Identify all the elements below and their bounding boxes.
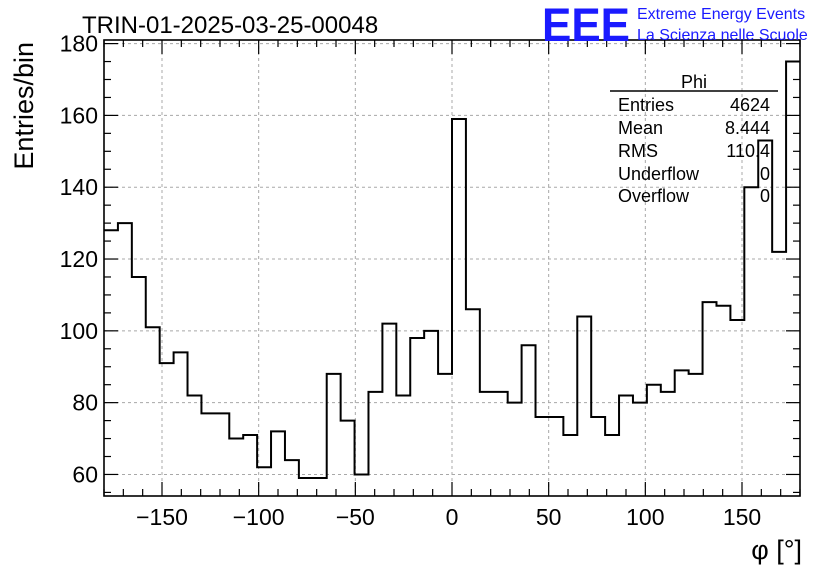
histogram-bin — [647, 385, 661, 496]
histogram-bin — [174, 352, 188, 496]
x-tick-label: 100 — [626, 504, 664, 530]
histogram-bin — [480, 392, 494, 496]
histogram-bin — [382, 324, 396, 496]
histogram-bin — [438, 374, 452, 496]
y-tick-label: 100 — [60, 318, 98, 344]
y-tick-label: 120 — [60, 246, 98, 272]
histogram-bin — [549, 417, 563, 496]
histogram-bin — [146, 327, 160, 496]
histogram-bin — [118, 223, 132, 496]
histogram-bin — [355, 474, 369, 496]
y-axis-title: Entries/bin — [9, 42, 39, 170]
x-tick-label: 50 — [536, 504, 562, 530]
eee-logo: EEE Extreme Energy Events La Scienza nel… — [542, 0, 808, 51]
x-axis-title: φ [°] — [751, 535, 802, 565]
histogram-bin — [341, 421, 355, 496]
histogram-bin — [396, 395, 410, 496]
histogram-bin — [410, 338, 424, 496]
logo-mark: EEE — [542, 0, 630, 51]
histogram-bin — [591, 417, 605, 496]
histogram-bin — [313, 478, 327, 496]
stats-rms-value: 110.4 — [726, 141, 770, 161]
histogram-bin — [201, 413, 215, 496]
logo-line-1: Extreme Energy Events — [637, 6, 805, 23]
stats-mean-value: 8.444 — [725, 118, 770, 138]
x-tick-label: −100 — [233, 504, 285, 530]
histogram-bin — [327, 374, 341, 496]
x-tick-label: 150 — [723, 504, 761, 530]
histogram-bin — [689, 374, 703, 496]
x-tick-label: −150 — [136, 504, 188, 530]
histogram-bin — [494, 392, 508, 496]
histogram-bin — [243, 435, 257, 496]
histogram-bin — [299, 478, 313, 496]
stats-entries-value: 4624 — [730, 95, 770, 115]
histogram-bin — [744, 187, 758, 496]
histogram-bin — [772, 252, 786, 496]
histogram-bin — [675, 370, 689, 496]
stats-mean-label: Mean — [618, 118, 663, 138]
histogram-bin — [132, 277, 146, 496]
histogram-bin — [786, 62, 800, 496]
stats-overflow-label: Overflow — [618, 186, 690, 206]
stats-rms-label: RMS — [618, 141, 658, 161]
y-tick-label: 80 — [72, 390, 98, 416]
stats-box: Phi Entries 4624 Mean 8.444 RMS 110.4 Un… — [610, 72, 778, 206]
y-tick-label: 140 — [60, 174, 98, 200]
stats-entries-label: Entries — [618, 95, 674, 115]
histogram-bin — [271, 431, 285, 496]
histogram-bin — [368, 392, 382, 496]
stats-underflow-value: 0 — [760, 164, 770, 184]
chart-title: TRIN-01-2025-03-25-00048 — [82, 12, 378, 39]
histogram-bin — [424, 331, 438, 496]
histogram-bin — [661, 392, 675, 496]
histogram-bin — [452, 119, 466, 496]
stats-overflow-value: 0 — [760, 186, 770, 206]
plot-frame — [103, 39, 801, 497]
histogram-bin — [508, 403, 522, 496]
x-tick-label: 0 — [446, 504, 459, 530]
histogram-bin — [536, 417, 550, 496]
axis-ticks — [103, 40, 801, 496]
histogram-bin — [619, 395, 633, 496]
histogram-bin — [577, 316, 591, 496]
logo-line-2: La Scienza nelle Scuole — [637, 27, 808, 44]
y-tick-label: 160 — [60, 102, 98, 128]
histogram-outline — [104, 60, 800, 480]
stats-underflow-label: Underflow — [618, 164, 700, 184]
histogram-bin — [522, 345, 536, 496]
histogram-bin — [563, 435, 577, 496]
histogram-bin — [605, 435, 619, 496]
stats-box-title: Phi — [681, 72, 707, 92]
histogram-bin — [716, 306, 730, 496]
histogram-bin — [188, 395, 202, 496]
y-tick-label: 60 — [72, 461, 98, 487]
histogram-bin — [633, 403, 647, 496]
histogram-bin — [215, 413, 229, 496]
x-tick-label: −50 — [336, 504, 375, 530]
y-tick-labels: 60 80 100 120 140 160 180 — [60, 31, 98, 488]
histogram-bin — [229, 439, 243, 496]
x-tick-labels: −150 −100 −50 0 50 100 150 — [136, 504, 761, 530]
y-tick-label: 180 — [60, 31, 98, 57]
